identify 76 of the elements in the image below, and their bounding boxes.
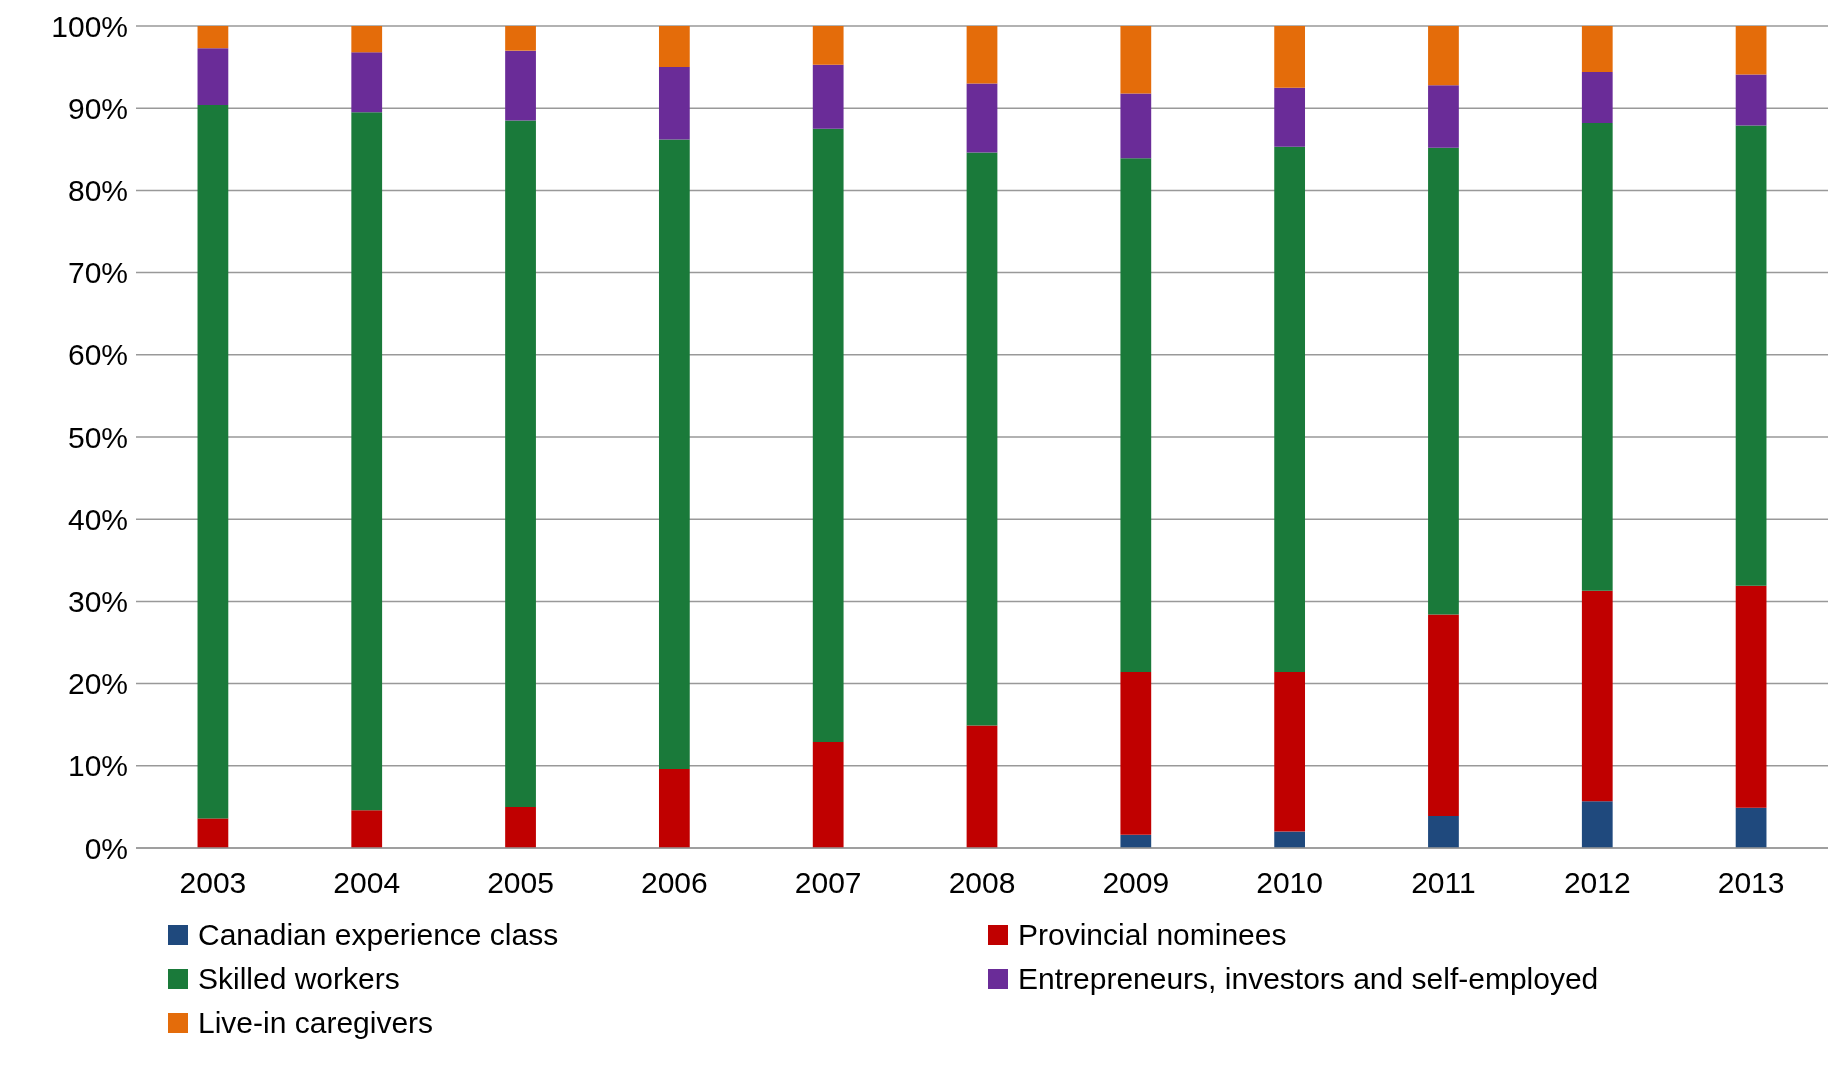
- bar: [1428, 815, 1459, 848]
- y-tick-label: 20%: [67, 667, 128, 701]
- y-tick-label: 80%: [67, 174, 128, 208]
- y-tick-label: 0%: [84, 831, 128, 865]
- bar: [197, 26, 229, 49]
- x-tick-label: 2012: [1563, 866, 1631, 900]
- bar: [812, 64, 844, 129]
- bar: [1120, 834, 1152, 848]
- bar: [966, 725, 998, 848]
- bar: [351, 26, 383, 53]
- x-tick-label: 2007: [794, 866, 862, 900]
- bar: [351, 52, 383, 113]
- bar: [1120, 672, 1152, 835]
- bar: [1581, 801, 1613, 848]
- bar: [505, 50, 536, 121]
- legend-label: Skilled workers: [198, 962, 400, 996]
- bar: [658, 67, 690, 140]
- x-tick-label: 2009: [1102, 866, 1170, 900]
- bar: [351, 810, 383, 848]
- y-tick-label: 10%: [67, 749, 128, 783]
- bar: [1274, 146, 1306, 673]
- y-tick-label: 90%: [67, 91, 128, 125]
- y-tick-label: 70%: [67, 256, 128, 290]
- bar: [658, 769, 690, 848]
- bar: [1120, 93, 1152, 159]
- legend-label: Live-in caregivers: [198, 1006, 434, 1040]
- bar: [1428, 614, 1459, 816]
- bar: [966, 152, 998, 726]
- bar: [351, 112, 383, 811]
- x-tick-label: 2011: [1411, 866, 1476, 900]
- bar: [197, 104, 229, 819]
- bar: [812, 128, 844, 742]
- bar: [1735, 125, 1767, 586]
- x-tick-label: 2010: [1256, 866, 1324, 900]
- x-tick-label: 2013: [1717, 866, 1785, 900]
- x-tick-label: 2008: [948, 866, 1016, 900]
- bar: [658, 26, 690, 68]
- x-tick-label: 2005: [487, 866, 554, 900]
- bar: [1735, 74, 1767, 126]
- bar: [1428, 26, 1459, 86]
- bar: [505, 806, 536, 848]
- bar: [505, 26, 536, 51]
- y-tick-label: 50%: [67, 420, 128, 454]
- legend-label: Entrepreneurs, investors and self-employed: [1018, 962, 1599, 996]
- bar: [1274, 26, 1306, 88]
- bar: [1274, 831, 1306, 848]
- bar: [658, 139, 690, 770]
- legend-label: Canadian experience class: [198, 918, 559, 952]
- x-tick-label: 2006: [640, 866, 708, 900]
- bar: [1581, 72, 1613, 123]
- bar: [1274, 87, 1306, 147]
- y-tick-label: 30%: [67, 585, 128, 619]
- x-tick-label: 2003: [179, 866, 247, 900]
- bar: [197, 818, 229, 848]
- bar: [1120, 26, 1152, 94]
- bar: [1581, 26, 1613, 73]
- y-tick-label: 60%: [67, 338, 128, 372]
- bar: [812, 26, 844, 65]
- bar: [1735, 585, 1767, 808]
- bar: [1735, 26, 1767, 75]
- bar: [812, 741, 844, 848]
- bar: [505, 120, 536, 807]
- bar: [1581, 123, 1613, 591]
- bar: [1120, 158, 1152, 673]
- bar: [197, 48, 229, 105]
- bar: [1428, 85, 1459, 148]
- legend-label: Provincial nominees: [1018, 918, 1287, 952]
- bar: [966, 26, 998, 84]
- x-tick-label: 2004: [333, 866, 401, 900]
- bar: [1735, 807, 1767, 848]
- y-tick-label: 100%: [51, 9, 128, 43]
- bar: [1274, 672, 1306, 832]
- bar: [1581, 590, 1613, 802]
- y-tick-label: 40%: [67, 502, 128, 536]
- bar: [966, 83, 998, 153]
- bar: [1428, 147, 1459, 615]
